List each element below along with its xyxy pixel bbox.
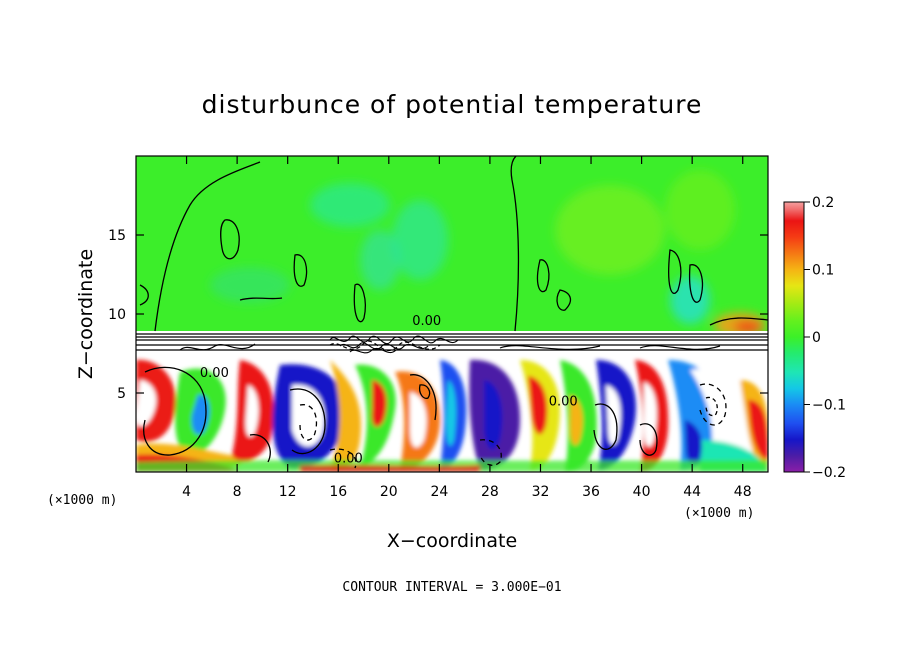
x-tick-label: 40: [633, 484, 651, 500]
x-tick-label: 12: [279, 484, 297, 500]
x-unit-left: (×1000 m): [47, 493, 117, 508]
colorbar-tick-label: 0.2: [812, 195, 834, 211]
x-axis: 4 8 12 16 20 24 28 32 36 40 44 48: [182, 156, 752, 500]
colorbar-tick-label: 0.1: [812, 263, 834, 279]
contour-label: 0.00: [412, 314, 441, 329]
colorbar-gradient: [784, 202, 804, 472]
boundary-lines: [136, 333, 768, 352]
boundary-cluster: [329, 335, 459, 354]
x-tick-label: 16: [329, 484, 347, 500]
contour-label: 0.00: [334, 452, 363, 467]
x-tick-label: 36: [582, 484, 600, 500]
contour-interval-note: CONTOUR INTERVAL = 3.000E−01: [342, 580, 561, 595]
x-tick-label: 4: [182, 484, 191, 500]
y-tick-label: 5: [117, 386, 126, 402]
y-axis: 5 10 15: [108, 228, 768, 402]
lower-anomalies: [136, 359, 768, 472]
colorbar-ticks: 0.2 0.1 0 −0.1 −0.2: [804, 195, 846, 481]
field-area: 0.00 0.00 0.00 0.00: [136, 156, 768, 472]
y-axis-title: Z−coordinate: [75, 249, 97, 379]
x-tick-label: 20: [380, 484, 398, 500]
contour-label: 0.00: [200, 366, 229, 381]
contour-label: 0.00: [549, 395, 578, 410]
x-axis-title: X−coordinate: [387, 530, 517, 552]
y-tick-label: 10: [108, 307, 126, 323]
chart-title: disturbunce of potential temperature: [202, 90, 703, 119]
y-tick-label: 15: [108, 228, 126, 244]
contour-lines: [139, 156, 768, 469]
colorbar-tick-label: −0.1: [812, 398, 846, 414]
colorbar-tick-label: −0.2: [812, 465, 846, 481]
x-tick-label: 28: [481, 484, 499, 500]
x-tick-label: 44: [683, 484, 701, 500]
x-unit-right: (×1000 m): [684, 506, 754, 521]
x-tick-label: 24: [430, 484, 448, 500]
colorbar-tick-label: 0: [812, 330, 821, 346]
contour-labels: 0.00 0.00 0.00 0.00: [200, 314, 578, 466]
x-tick-label: 48: [734, 484, 752, 500]
colorbar: 0.2 0.1 0 −0.1 −0.2: [783, 195, 846, 481]
upper-field: [136, 156, 768, 336]
x-tick-label: 32: [532, 484, 550, 500]
x-tick-label: 8: [233, 484, 242, 500]
